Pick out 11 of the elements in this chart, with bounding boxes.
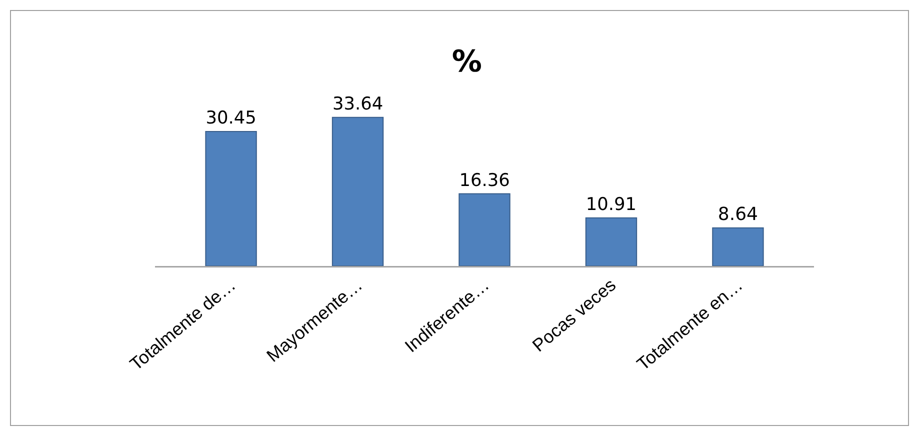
bar [332,116,384,266]
data-label: 33.64 [332,94,384,115]
data-label: 8.64 [718,204,758,225]
bar [585,217,638,266]
data-label: 30.45 [206,108,256,129]
bar [712,227,764,266]
bar [205,131,257,266]
data-label: 10.91 [586,194,637,215]
bar [458,193,510,266]
data-label: 16.36 [459,170,510,191]
chart-title: % [452,44,482,80]
